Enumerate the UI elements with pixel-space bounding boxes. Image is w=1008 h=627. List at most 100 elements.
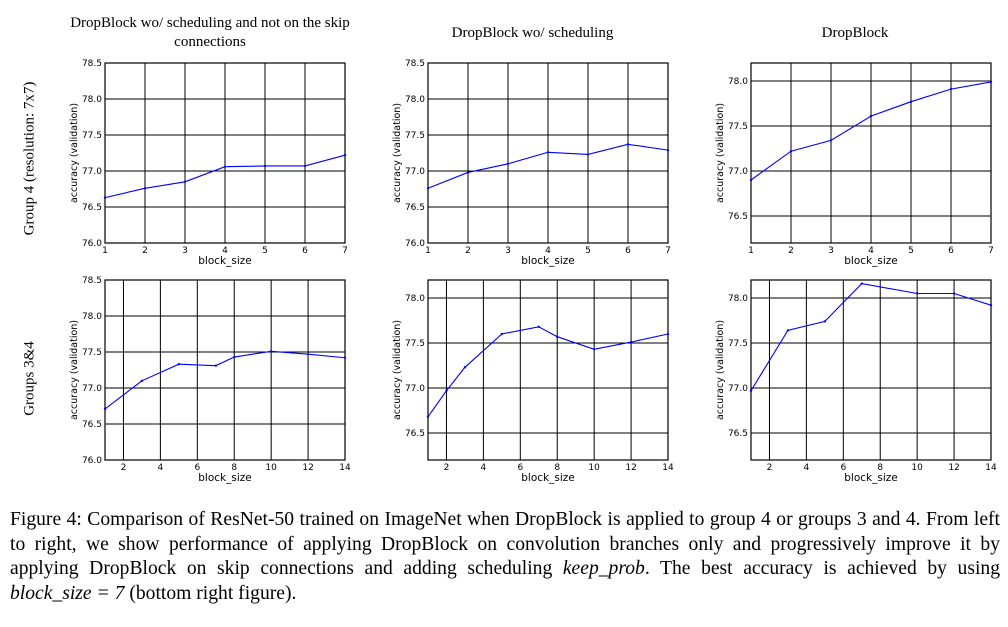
chart-g34-scheduling: 2 4 6 8 10 12 14 76.5 77.0 77.5 78.0 block_size accu…: [715, 279, 997, 484]
y-tick-label: 77.0: [405, 167, 425, 177]
column-title-1: DropBlock wo/ scheduling and not on the …: [70, 15, 350, 50]
y-tick-label: 76.5: [82, 203, 102, 213]
y-tick-label: 78.0: [82, 95, 102, 105]
data-point: [343, 153, 347, 157]
data-point: [306, 352, 310, 356]
x-tick-label: 14: [662, 463, 674, 473]
x-axis-label: block_size: [521, 472, 574, 484]
data-point: [426, 415, 430, 418]
x-tick-label: 2: [767, 463, 773, 473]
chart-g4-skip: 1 2 3 4 5 6 7 76.0 76.5 77.0 77.5 78.0 78.5 block_siz…: [392, 59, 671, 267]
y-tick-label: 76.5: [405, 429, 425, 439]
data-point: [343, 356, 347, 359]
x-axis-label: block_size: [844, 255, 897, 267]
chart-g34-skip: 2 4 6 8 10 12 14 76.5 77.0 77.5 78.0 block_size accu…: [392, 279, 674, 484]
data-point: [500, 332, 504, 336]
y-tick-label: 77.5: [82, 348, 102, 358]
data-point: [426, 187, 430, 190]
x-tick-label: 1: [748, 246, 754, 256]
x-tick-label: 10: [911, 463, 923, 473]
y-tick-label: 78.0: [82, 312, 102, 322]
x-tick-label: 1: [425, 246, 431, 256]
caption-text-3: (bottom right figure).: [124, 582, 297, 604]
data-point: [177, 363, 181, 366]
data-point: [786, 329, 790, 332]
y-tick-label: 77.5: [728, 339, 748, 349]
x-tick-label: 3: [828, 246, 834, 256]
x-tick-label: 4: [481, 463, 487, 473]
y-axis-label: accuracy (validation): [392, 103, 403, 203]
data-point: [629, 340, 633, 344]
chart-g34-no-skip: 2 4 6 8 10 12 14 76.0 76.5 77.0 77.5 78.0 78.5 block_…: [69, 276, 351, 484]
x-tick-label: 12: [948, 463, 959, 473]
y-tick-label: 77.5: [728, 122, 748, 132]
x-tick-label: 10: [265, 463, 277, 473]
x-tick-label: 8: [877, 463, 883, 473]
y-tick-label: 78.5: [405, 59, 425, 69]
data-point: [666, 148, 670, 152]
y-axis-label: accuracy (validation): [69, 320, 80, 420]
data-point: [466, 171, 470, 174]
y-tick-label: 78.0: [728, 77, 748, 87]
y-tick-label: 78.0: [728, 294, 748, 304]
y-tick-label: 76.5: [728, 429, 748, 439]
y-tick-label: 76.0: [405, 239, 425, 249]
caption-block-size: block_size = 7: [10, 582, 125, 604]
x-tick-label: 14: [339, 463, 351, 473]
data-point: [233, 355, 236, 359]
data-point: [749, 389, 753, 392]
caption-text-2: . The best accuracy is achieved by using: [644, 558, 1001, 579]
x-tick-label: 6: [625, 246, 631, 256]
data-point: [103, 196, 107, 199]
x-tick-label: 2: [142, 246, 148, 256]
x-tick-label: 8: [231, 463, 237, 473]
x-tick-label: 7: [665, 246, 671, 256]
x-tick-label: 6: [194, 463, 200, 473]
y-axis-label: accuracy (validation): [69, 103, 80, 203]
data-point: [103, 407, 107, 411]
data-point: [463, 366, 467, 369]
series-line: [427, 326, 669, 418]
data-point: [949, 87, 953, 91]
data-point: [823, 320, 827, 323]
data-point: [546, 151, 550, 154]
data-point: [989, 80, 993, 84]
caption-text-1: Figure 4: Comparison of ResNet-50 traine…: [10, 509, 1000, 579]
plot-frame: [104, 279, 346, 461]
x-tick-label: 6: [302, 246, 308, 256]
data-point: [214, 364, 217, 367]
y-tick-label: 76.0: [82, 456, 102, 466]
data-point: [989, 304, 993, 307]
x-tick-label: 4: [158, 463, 164, 473]
plot-frame: [427, 62, 669, 244]
x-tick-label: 2: [444, 463, 450, 473]
data-point: [140, 379, 144, 382]
x-tick-label: 2: [788, 246, 794, 256]
data-point: [915, 292, 919, 295]
y-axis-label: accuracy (validation): [392, 320, 403, 420]
plot-frame: [750, 62, 992, 244]
plot-frame: [427, 279, 669, 461]
x-tick-label: 6: [948, 246, 954, 256]
data-point: [860, 282, 863, 285]
y-tick-label: 77.5: [82, 131, 102, 141]
series-line: [104, 350, 346, 410]
y-tick-label: 77.0: [405, 384, 425, 394]
x-tick-label: 2: [465, 246, 471, 256]
x-axis-label: block_size: [198, 255, 251, 267]
x-tick-label: 6: [517, 463, 523, 473]
data-point: [592, 348, 596, 351]
x-tick-label: 4: [804, 463, 810, 473]
x-tick-label: 2: [121, 463, 127, 473]
series-line: [750, 283, 992, 391]
y-tick-label: 77.0: [82, 384, 102, 394]
y-tick-label: 76.5: [728, 212, 748, 222]
data-point: [556, 335, 559, 338]
x-tick-label: 14: [985, 463, 997, 473]
data-point: [626, 143, 630, 146]
y-axis-label: accuracy (validation): [715, 320, 726, 420]
x-tick-label: 10: [588, 463, 600, 473]
x-tick-label: 3: [182, 246, 188, 256]
caption-keep-prob: keep_prob: [562, 558, 645, 579]
data-point: [445, 389, 448, 392]
